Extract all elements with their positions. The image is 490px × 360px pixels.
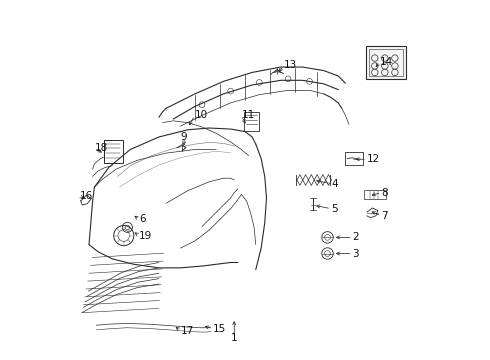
Text: 11: 11 bbox=[242, 111, 255, 121]
FancyBboxPatch shape bbox=[365, 190, 386, 199]
Text: 1: 1 bbox=[231, 333, 238, 343]
Text: 19: 19 bbox=[139, 231, 152, 240]
Text: 13: 13 bbox=[284, 60, 297, 70]
Text: 7: 7 bbox=[381, 211, 388, 221]
FancyBboxPatch shape bbox=[366, 46, 406, 79]
Text: 17: 17 bbox=[180, 325, 194, 336]
Text: 6: 6 bbox=[139, 215, 146, 224]
Text: 12: 12 bbox=[367, 154, 380, 164]
Text: 9: 9 bbox=[181, 132, 187, 142]
Text: 8: 8 bbox=[381, 188, 388, 198]
Text: 5: 5 bbox=[331, 204, 338, 214]
Text: 15: 15 bbox=[213, 324, 226, 334]
Text: 4: 4 bbox=[331, 179, 338, 189]
FancyBboxPatch shape bbox=[245, 112, 259, 131]
Text: 18: 18 bbox=[95, 143, 108, 153]
Text: 2: 2 bbox=[353, 232, 359, 242]
FancyBboxPatch shape bbox=[344, 152, 364, 165]
Text: 14: 14 bbox=[379, 57, 392, 67]
Text: 10: 10 bbox=[195, 111, 208, 121]
Text: 3: 3 bbox=[353, 248, 359, 258]
Text: 16: 16 bbox=[80, 191, 93, 201]
FancyBboxPatch shape bbox=[104, 140, 123, 163]
